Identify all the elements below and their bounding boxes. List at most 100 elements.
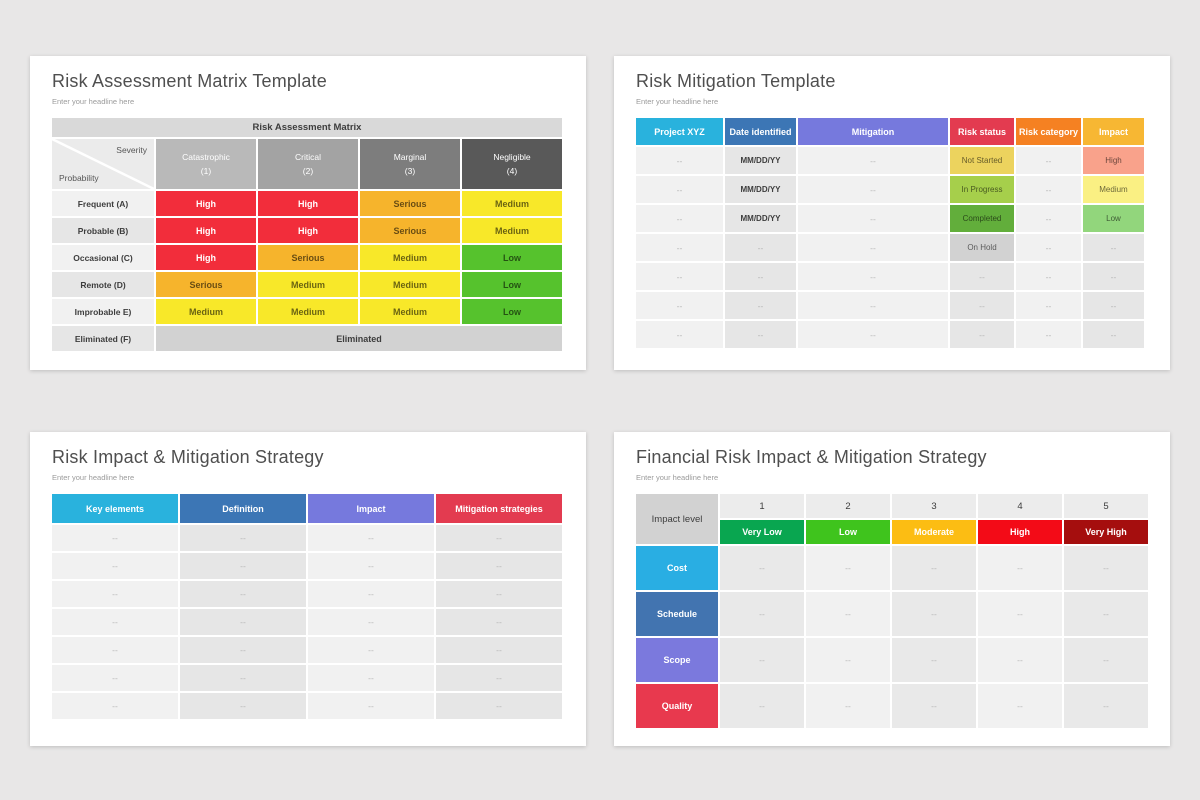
empty-cell: -- [978, 592, 1062, 636]
row-header-cost: Cost [636, 546, 718, 590]
table-row: Remote (D) Serious Medium Medium Low [52, 272, 562, 297]
empty-cell: -- [308, 553, 434, 579]
empty-cell: -- [950, 321, 1014, 348]
risk-cell-low: Low [462, 245, 562, 270]
status-on-hold: On Hold [950, 234, 1014, 261]
risk-mitigation-card[interactable]: Risk Mitigation Template Enter your head… [614, 56, 1170, 370]
card-title: Risk Impact & Mitigation Strategy [52, 447, 324, 467]
empty-cell: -- [1083, 292, 1144, 319]
status-in-progress: In Progress [950, 176, 1014, 203]
empty-cell: -- [180, 581, 306, 607]
status-not-started: Not Started [950, 147, 1014, 174]
empty-cell: -- [798, 234, 948, 261]
empty-cell: -- [798, 176, 948, 203]
scale-number-3: 3 [892, 494, 976, 518]
empty-cell: -- [436, 665, 562, 691]
table-row: Schedule -- -- -- -- -- [636, 592, 1148, 636]
probability-axis-label: Probability [59, 173, 99, 183]
row-label-remote: Remote (D) [52, 272, 154, 297]
financial-risk-impact-mitigation-table: Impact level 1 2 3 4 5 Very Low Low Moderate High… [636, 492, 1148, 730]
row-header-scope: Scope [636, 638, 718, 682]
empty-cell: -- [1064, 592, 1148, 636]
card-title: Risk Assessment Matrix Template [52, 71, 327, 91]
empty-cell: -- [1083, 321, 1144, 348]
empty-cell: -- [180, 665, 306, 691]
table-row: -- MM/DD/YY -- In Progress -- Medium [636, 176, 1144, 203]
empty-cell: -- [1016, 321, 1081, 348]
date-cell: MM/DD/YY [725, 205, 796, 232]
risk-cell-medium: Medium [360, 245, 460, 270]
empty-cell: -- [1064, 638, 1148, 682]
col-header-risk-status: Risk status [950, 118, 1014, 145]
row-header-schedule: Schedule [636, 592, 718, 636]
col-header-negligible: Negligible (4) [462, 139, 562, 189]
card-subtitle: Enter your headline here [636, 473, 719, 482]
empty-cell: -- [725, 321, 796, 348]
col-header-impact: Impact [1083, 118, 1144, 145]
table-row: Scope -- -- -- -- -- [636, 638, 1148, 682]
empty-cell: -- [180, 693, 306, 719]
card-subtitle: Enter your headline here [636, 97, 719, 106]
empty-cell: -- [52, 525, 178, 551]
table-row: -- -- -- -- [52, 525, 562, 551]
empty-cell: -- [308, 609, 434, 635]
empty-cell: -- [52, 665, 178, 691]
risk-cell-medium: Medium [258, 299, 358, 324]
scale-label-moderate: Moderate [892, 520, 976, 544]
risk-assessment-matrix-table: Risk Assessment Matrix Severity Probabilit… [52, 116, 564, 353]
table-row: Improbable E) Medium Medium Medium Low [52, 299, 562, 324]
table-row: -- -- -- On Hold -- -- [636, 234, 1144, 261]
scale-number-5: 5 [1064, 494, 1148, 518]
empty-cell: -- [636, 234, 723, 261]
col-header-project: Project XYZ [636, 118, 723, 145]
col-header-mitigation: Mitigation [798, 118, 948, 145]
table-row: Probable (B) High High Serious Medium [52, 218, 562, 243]
table-row: -- -- -- -- [52, 581, 562, 607]
empty-cell: -- [1016, 292, 1081, 319]
empty-cell: -- [636, 176, 723, 203]
empty-cell: -- [308, 525, 434, 551]
financial-risk-impact-mitigation-card[interactable]: Financial Risk Impact & Mitigation Strat… [614, 432, 1170, 746]
risk-cell-high: High [156, 218, 256, 243]
empty-cell: -- [1083, 263, 1144, 290]
card-title: Financial Risk Impact & Mitigation Strat… [636, 447, 987, 467]
table-row: Severity Probability Catastrophic (1) Critic… [52, 139, 562, 189]
risk-assessment-matrix-card[interactable]: Risk Assessment Matrix Template Enter yo… [30, 56, 586, 370]
risk-cell-eliminated: Eliminated [156, 326, 562, 351]
table-row: Project XYZ Date identified Mitigation Risk… [636, 118, 1144, 145]
col-header-key-elements: Key elements [52, 494, 178, 523]
empty-cell: -- [52, 581, 178, 607]
empty-cell: -- [892, 684, 976, 728]
row-label-frequent: Frequent (A) [52, 191, 154, 216]
table-row: -- MM/DD/YY -- Completed -- Low [636, 205, 1144, 232]
scale-label-low: Low [806, 520, 890, 544]
risk-impact-mitigation-card[interactable]: Risk Impact & Mitigation Strategy Enter … [30, 432, 586, 746]
risk-cell-serious: Serious [360, 191, 460, 216]
empty-cell: -- [892, 592, 976, 636]
severity-probability-axis-cell: Severity Probability [52, 139, 154, 189]
risk-mitigation-table: Project XYZ Date identified Mitigation Risk… [636, 116, 1148, 350]
risk-cell-medium: Medium [360, 299, 460, 324]
empty-cell: -- [798, 147, 948, 174]
diagonal-divider [52, 139, 154, 189]
table-row: Key elements Definition Impact Mitigation s… [52, 494, 562, 523]
row-label-eliminated: Eliminated (F) [52, 326, 154, 351]
table-row: Frequent (A) High High Serious Medium [52, 191, 562, 216]
row-label-probable: Probable (B) [52, 218, 154, 243]
empty-cell: -- [1016, 147, 1081, 174]
matrix-caption: Risk Assessment Matrix [52, 118, 562, 137]
col-header-marginal: Marginal (3) [360, 139, 460, 189]
empty-cell: -- [436, 525, 562, 551]
row-label-occasional: Occasional (C) [52, 245, 154, 270]
empty-cell: -- [52, 637, 178, 663]
empty-cell: -- [798, 263, 948, 290]
empty-cell: -- [1016, 176, 1081, 203]
col-header-definition: Definition [180, 494, 306, 523]
empty-cell: -- [950, 292, 1014, 319]
empty-cell: -- [436, 609, 562, 635]
empty-cell: -- [52, 609, 178, 635]
empty-cell: -- [806, 638, 890, 682]
empty-cell: -- [308, 581, 434, 607]
row-header-quality: Quality [636, 684, 718, 728]
empty-cell: -- [308, 637, 434, 663]
